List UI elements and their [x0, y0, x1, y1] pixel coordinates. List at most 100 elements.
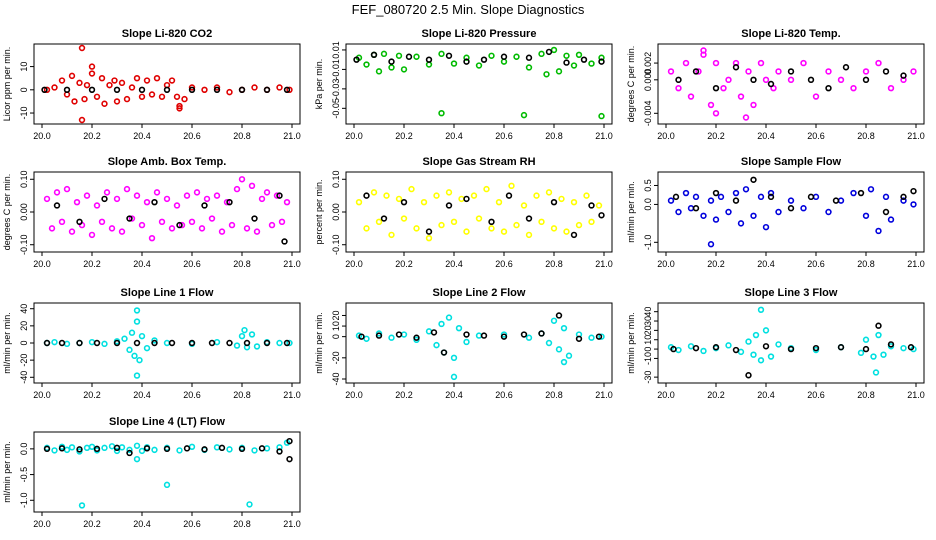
y-tick-label: 0.000	[643, 69, 653, 92]
data-point	[226, 88, 233, 96]
data-point	[438, 320, 445, 328]
data-point	[583, 192, 590, 199]
y-tick-label: 20	[331, 310, 341, 320]
flagged-point	[113, 86, 121, 94]
data-point	[575, 51, 583, 59]
flagged-point	[875, 322, 882, 329]
panel-title: Slope Gas Stream RH	[422, 156, 535, 168]
flagged-point	[595, 333, 603, 340]
data-point	[375, 218, 383, 226]
flagged-point	[358, 333, 365, 340]
panel-7: Slope Line 1 Flow ml/min per min. 20.0 20.2…	[2, 287, 301, 400]
flagged-point	[910, 187, 917, 195]
data-point	[375, 68, 383, 75]
x-tick-label: 20.6	[183, 519, 201, 529]
flagged-point	[208, 339, 216, 347]
data-point	[78, 502, 86, 509]
data-point	[538, 218, 545, 226]
x-tick-label: 20.4	[757, 259, 775, 269]
flagged-point	[750, 76, 757, 84]
flagged-point	[276, 448, 283, 455]
data-point	[241, 326, 248, 334]
data-point	[687, 93, 695, 100]
data-point	[370, 189, 378, 196]
flagged-point	[425, 56, 433, 63]
data-point	[445, 314, 453, 321]
data-point	[143, 198, 151, 206]
series-flagged	[363, 192, 605, 239]
data-point	[752, 331, 760, 339]
flagged-point	[445, 52, 453, 59]
x-tick-label: 20.0	[33, 390, 51, 400]
plot-frame	[33, 302, 301, 384]
data-point	[126, 346, 133, 354]
data-point	[762, 327, 770, 334]
y-tick-label: 0.00	[19, 203, 29, 221]
flagged-point	[762, 343, 770, 350]
data-point	[787, 76, 795, 84]
y-axis-label: percent per min.	[314, 179, 324, 244]
flagged-point	[525, 215, 533, 222]
data-point	[395, 52, 403, 59]
data-point	[121, 335, 128, 342]
data-point	[226, 446, 233, 453]
data-point	[148, 234, 156, 242]
y-tick-label: 20	[19, 321, 29, 331]
flagged-point	[168, 339, 176, 347]
plot-frame	[33, 171, 301, 253]
data-point	[68, 228, 76, 235]
data-point	[101, 100, 108, 107]
flagged-point	[692, 344, 700, 352]
data-point	[268, 221, 276, 229]
data-point	[533, 192, 540, 199]
data-point	[862, 336, 870, 343]
x-tick-label: 20.6	[183, 390, 201, 400]
data-point	[500, 331, 508, 338]
data-point	[750, 101, 757, 109]
y-tick-label: 0.10	[331, 171, 341, 189]
panel-title: Slope Line 4 (LT) Flow	[109, 416, 225, 428]
data-point	[757, 306, 765, 314]
data-point	[363, 61, 370, 68]
data-point	[545, 339, 553, 347]
flagged-point	[598, 212, 605, 219]
data-point	[181, 95, 188, 103]
data-point	[737, 93, 745, 100]
data-point	[88, 338, 96, 346]
data-point	[208, 215, 216, 222]
flagged-point	[126, 449, 133, 457]
x-tick-label: 21.0	[283, 390, 301, 400]
flagged-point	[201, 446, 208, 453]
data-point	[400, 66, 408, 73]
data-point	[88, 70, 96, 77]
data-point	[862, 68, 870, 75]
panel-title: Slope Line 2 Flow	[433, 287, 526, 299]
data-point	[525, 64, 533, 71]
data-point	[163, 481, 171, 489]
x-tick-label: 20.6	[807, 131, 825, 141]
data-point	[173, 202, 181, 209]
flagged-point	[882, 208, 890, 216]
data-point	[500, 228, 508, 235]
data-point	[213, 338, 221, 346]
data-point	[153, 189, 161, 196]
data-point	[388, 64, 395, 71]
y-tick-label: -1.0	[643, 235, 653, 251]
flagged-point	[732, 346, 740, 354]
data-point	[682, 59, 690, 67]
data-point	[450, 354, 458, 362]
flagged-point	[712, 189, 720, 197]
x-tick-label: 20.4	[133, 519, 151, 529]
x-tick-label: 20.4	[445, 390, 463, 400]
panel-title: Slope Amb. Box Temp.	[108, 156, 227, 168]
data-point	[598, 333, 605, 340]
x-tick-label: 20.2	[395, 131, 413, 141]
data-point	[43, 86, 51, 94]
data-point	[168, 77, 176, 84]
flagged-point	[133, 339, 141, 347]
data-point	[173, 93, 181, 100]
data-point	[438, 221, 445, 229]
data-point	[63, 340, 71, 348]
panel-1: Slope Li-820 CO2 Licor ppm per min. 20.0 20…	[2, 28, 301, 141]
